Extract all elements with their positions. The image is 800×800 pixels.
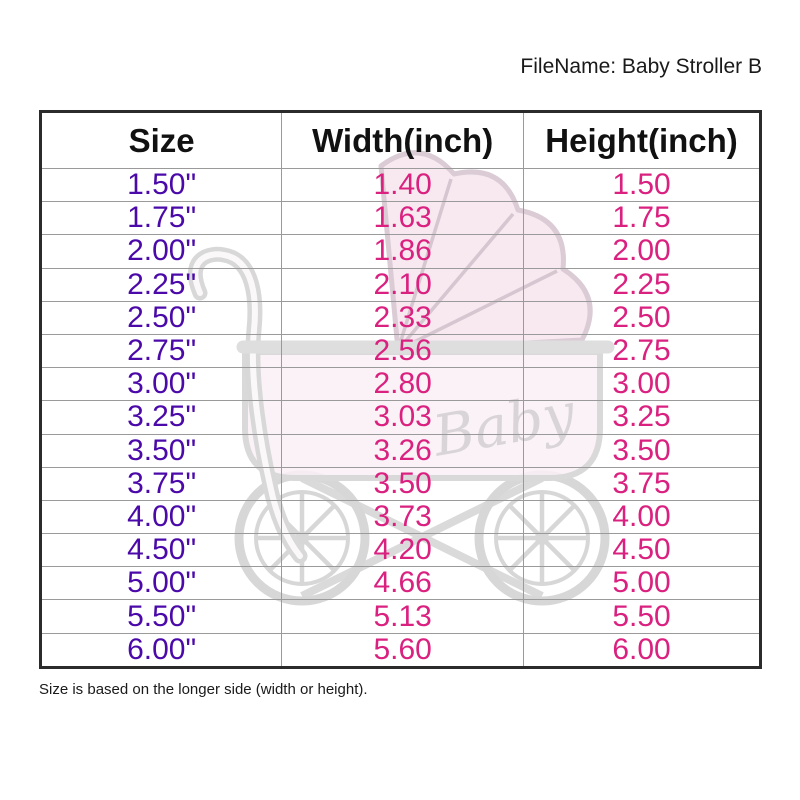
height-cell: 3.00 [523, 367, 761, 402]
column-header-size: Size [39, 111, 283, 169]
height-cell: 2.00 [523, 234, 761, 269]
size-cell: 1.50" [39, 167, 283, 203]
height-cell: 5.00 [523, 566, 761, 601]
size-cell: 2.00" [39, 234, 283, 269]
height-cell: 2.25 [523, 267, 761, 302]
height-cell: 3.75 [523, 466, 761, 501]
table-row: 3.25" 3.03 3.25 [39, 400, 761, 435]
width-cell: 2.56 [281, 333, 525, 369]
height-cell: 6.00 [523, 632, 761, 668]
size-chart-table: Size Width(inch) Height(inch) 1.50" 1.40 1… [39, 110, 762, 669]
column-header-height: Height(inch) [523, 111, 761, 169]
column-header-width: Width(inch) [281, 111, 525, 169]
table-row: 6.00" 5.60 6.00 [39, 632, 761, 668]
width-cell: 5.13 [281, 599, 525, 634]
size-cell: 5.50" [39, 599, 283, 634]
size-cell: 6.00" [39, 632, 283, 668]
size-cell: 3.00" [39, 367, 283, 402]
table-row: 3.00" 2.80 3.00 [39, 367, 761, 402]
width-cell: 3.03 [281, 400, 525, 435]
height-cell: 3.25 [523, 400, 761, 435]
size-cell: 4.50" [39, 533, 283, 568]
size-cell: 2.75" [39, 333, 283, 369]
size-cell: 1.75" [39, 201, 283, 236]
table-row: 4.00" 3.73 4.00 [39, 499, 761, 535]
table-body: 1.50" 1.40 1.50 1.75" 1.63 1.75 2.00" 1.86 2.00 2… [39, 167, 761, 668]
size-cell: 3.75" [39, 466, 283, 501]
height-cell: 4.50 [523, 533, 761, 568]
width-cell: 4.20 [281, 533, 525, 568]
table-row: 3.50" 3.26 3.50 [39, 433, 761, 468]
size-cell: 5.00" [39, 566, 283, 601]
width-cell: 5.60 [281, 632, 525, 668]
size-cell: 3.25" [39, 400, 283, 435]
table-row: 4.50" 4.20 4.50 [39, 533, 761, 568]
width-cell: 1.86 [281, 234, 525, 269]
width-cell: 4.66 [281, 566, 525, 601]
table-row: 2.75" 2.56 2.75 [39, 333, 761, 369]
table-row: 1.50" 1.40 1.50 [39, 167, 761, 203]
height-cell: 1.50 [523, 167, 761, 203]
table-row: 5.00" 4.66 5.00 [39, 566, 761, 601]
size-cell: 2.50" [39, 300, 283, 335]
table-row: 2.00" 1.86 2.00 [39, 234, 761, 269]
size-cell: 4.00" [39, 499, 283, 535]
table-row: 2.25" 2.10 2.25 [39, 267, 761, 302]
height-cell: 2.75 [523, 333, 761, 369]
size-cell: 2.25" [39, 267, 283, 302]
height-cell: 2.50 [523, 300, 761, 335]
width-cell: 3.26 [281, 433, 525, 468]
height-cell: 3.50 [523, 433, 761, 468]
filename-label: FileName: Baby Stroller B [520, 55, 762, 78]
table-row: 1.75" 1.63 1.75 [39, 201, 761, 236]
width-cell: 2.80 [281, 367, 525, 402]
height-cell: 1.75 [523, 201, 761, 236]
table-row: 5.50" 5.13 5.50 [39, 599, 761, 634]
width-cell: 2.33 [281, 300, 525, 335]
height-cell: 4.00 [523, 499, 761, 535]
table-header: Size Width(inch) Height(inch) [39, 111, 761, 169]
width-cell: 3.50 [281, 466, 525, 501]
footnote: Size is based on the longer side (width … [39, 681, 368, 698]
width-cell: 1.40 [281, 167, 525, 203]
width-cell: 3.73 [281, 499, 525, 535]
table-row: 3.75" 3.50 3.75 [39, 466, 761, 501]
width-cell: 1.63 [281, 201, 525, 236]
table-row: 2.50" 2.33 2.50 [39, 300, 761, 335]
width-cell: 2.10 [281, 267, 525, 302]
size-cell: 3.50" [39, 433, 283, 468]
height-cell: 5.50 [523, 599, 761, 634]
header-row: Size Width(inch) Height(inch) [39, 111, 761, 169]
